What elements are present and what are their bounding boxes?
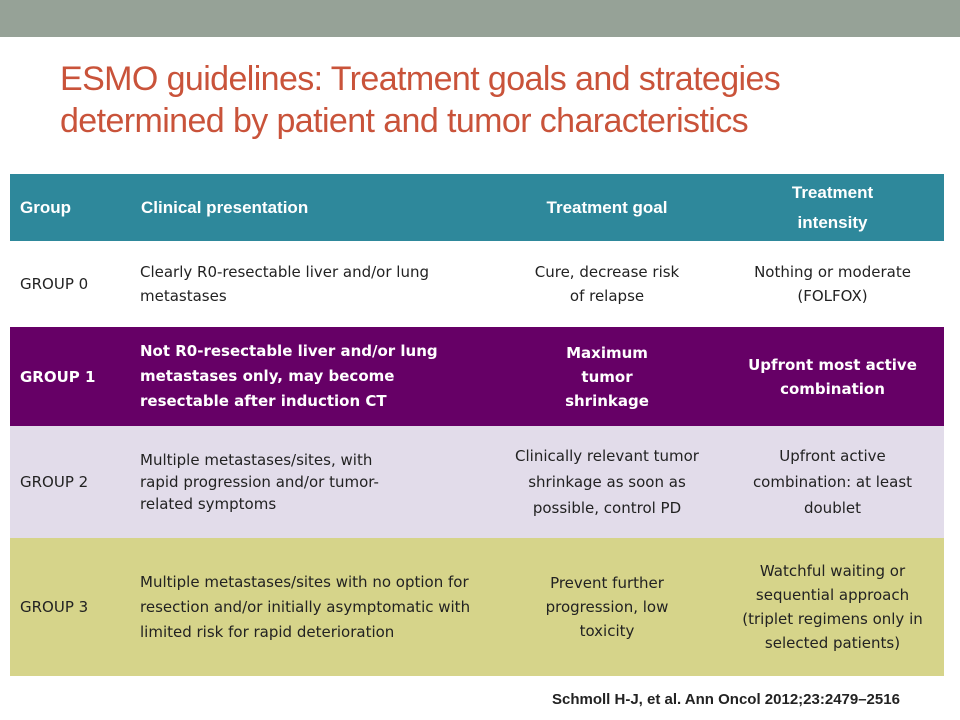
intensity-cell: Upfront active combination: at least dou… (752, 447, 913, 517)
table-row-group-3: GROUP 3 Multiple metastases/sites with n… (10, 538, 944, 676)
intensity-cell: Nothing or moderate (FOLFOX) (754, 263, 911, 305)
guidelines-table: Group Clinical presentation Treatment go… (10, 174, 944, 676)
table-row-group-0: GROUP 0 Clearly R0-resectable liver and/… (10, 241, 944, 327)
header-treatment-intensity: Treatment intensity (791, 182, 874, 232)
group-cell: GROUP 3 (20, 598, 89, 616)
presentation-cell: Multiple metastases/sites with no option… (140, 572, 471, 641)
citation: Schmoll H-J, et al. Ann Oncol 2012;23:24… (552, 691, 900, 708)
intensity-cell: Upfront most active combination (748, 355, 917, 398)
goal-cell: Maximum tumor shrinkage (565, 343, 649, 410)
slide-title: ESMO guidelines: Treatment goals and str… (60, 60, 781, 140)
group-cell: GROUP 0 (20, 275, 89, 293)
table-row-group-1: GROUP 1 Not R0-resectable liver and/or l… (10, 327, 944, 426)
goal-cell: Prevent further progression, low toxicit… (545, 574, 669, 640)
group-cell: GROUP 1 (20, 367, 96, 386)
group-cell: GROUP 2 (20, 473, 89, 491)
presentation-cell: Not R0-resectable liver and/or lung meta… (140, 342, 438, 410)
presentation-cell: Clearly R0-resectable liver and/or lung … (140, 263, 429, 305)
table-row-group-2: GROUP 2 Multiple metastases/sites, with … (10, 426, 944, 538)
header-clinical-presentation: Clinical presentation (141, 197, 309, 217)
table-header-row: Group Clinical presentation Treatment go… (10, 174, 944, 241)
goal-cell: Cure, decrease risk of relapse (534, 263, 680, 305)
presentation-cell: Multiple metastases/sites, with rapid pr… (140, 451, 379, 513)
header-group: Group (20, 197, 71, 217)
goal-cell: Clinically relevant tumor shrinkage as s… (515, 447, 699, 517)
top-bar (0, 0, 960, 37)
header-treatment-goal: Treatment goal (546, 197, 668, 217)
intensity-cell: Watchful waiting or sequential approach … (742, 562, 923, 652)
